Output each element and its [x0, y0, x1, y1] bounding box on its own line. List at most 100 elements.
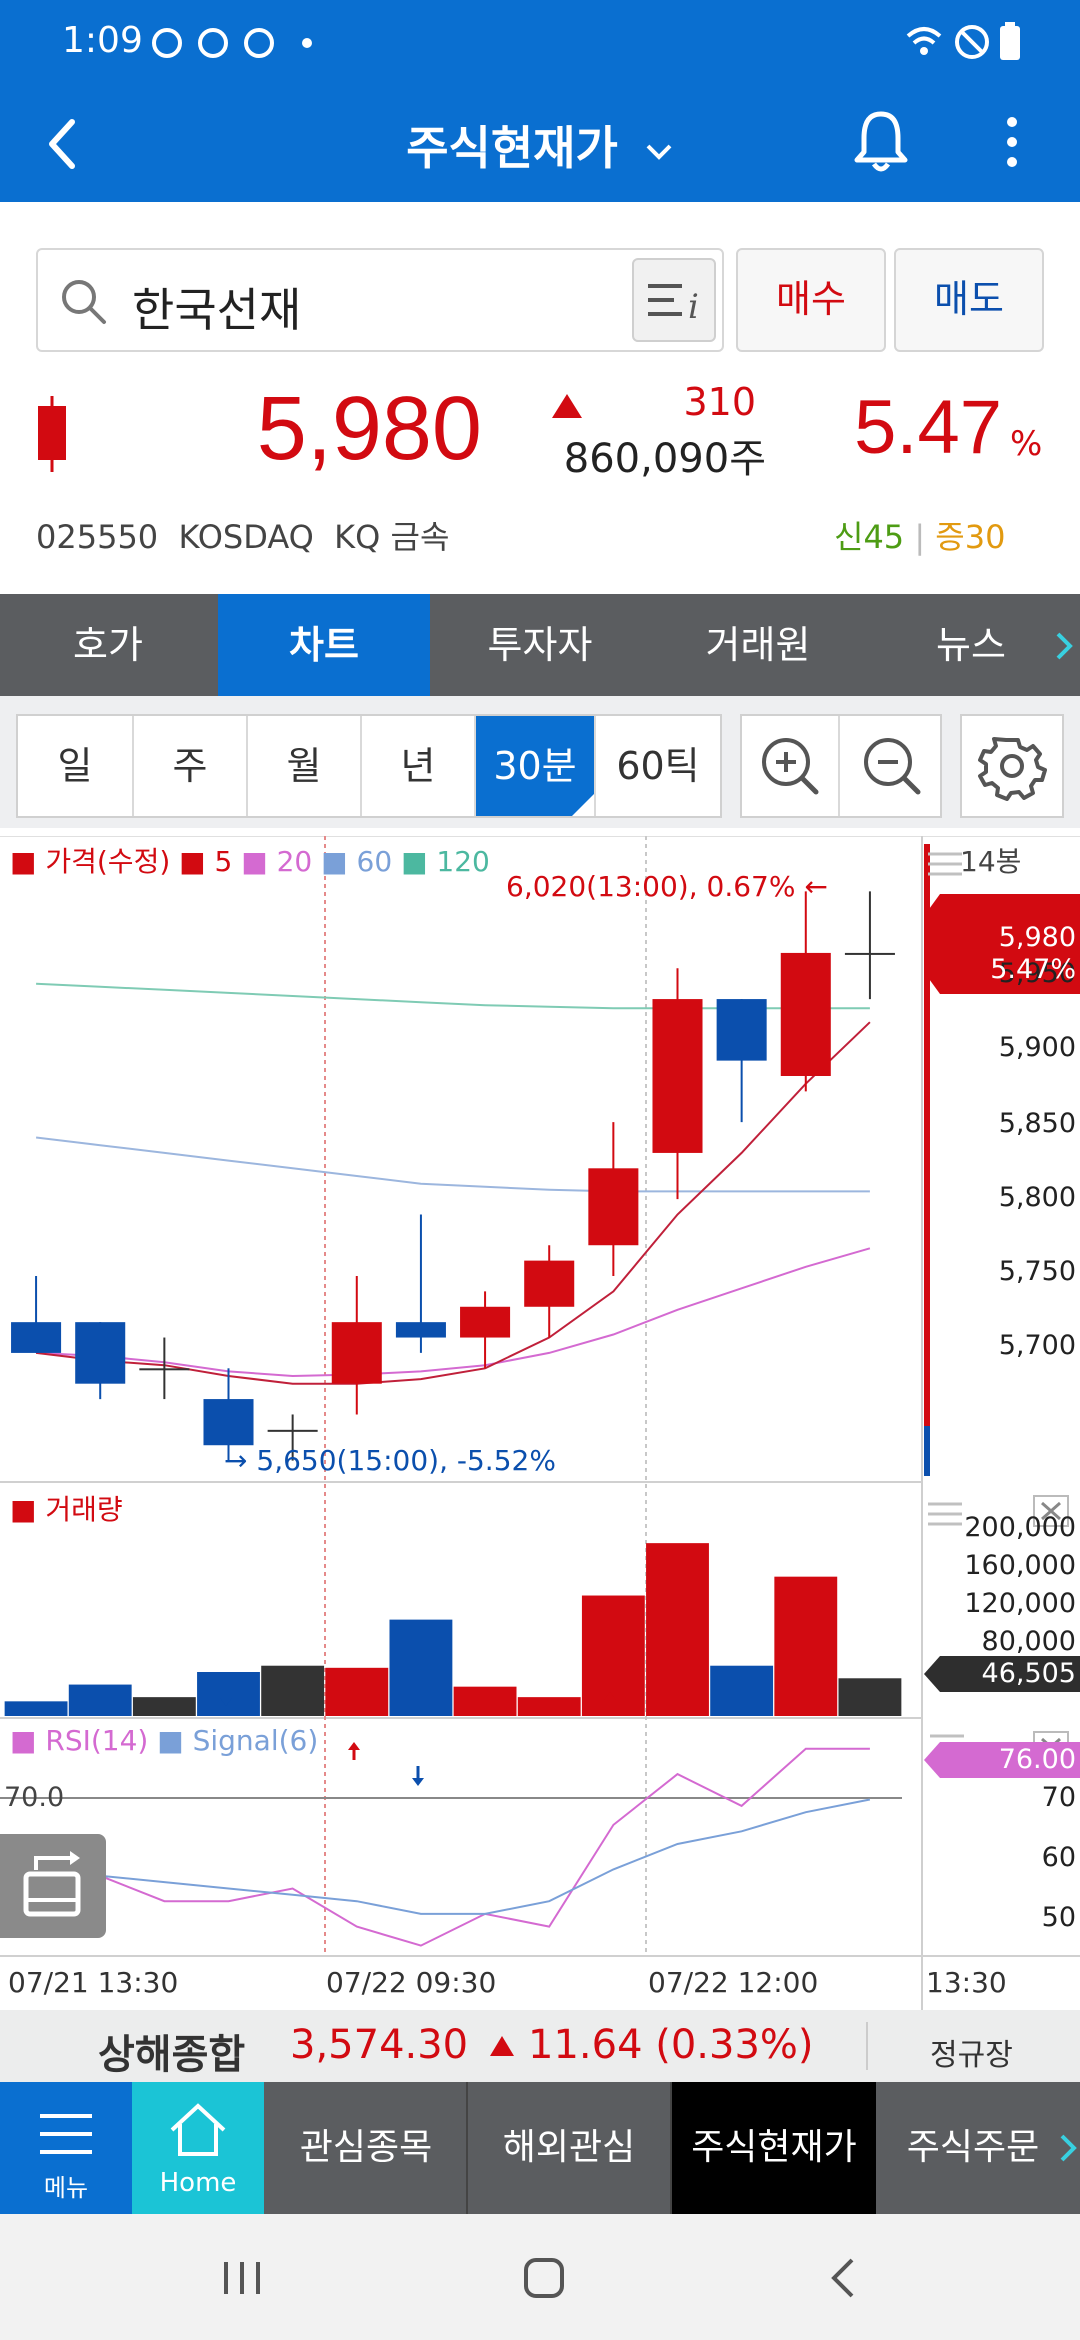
y-tick: 5,850 [998, 1108, 1076, 1139]
candles [11, 891, 895, 1461]
candle-body [331, 1322, 382, 1384]
menu-label: 메뉴 [43, 2174, 89, 2202]
candle-body [395, 1322, 446, 1338]
stock-code: 025550 [36, 518, 159, 556]
menu-button[interactable]: 메뉴 [0, 2082, 132, 2214]
period-day[interactable]: 일 [18, 716, 134, 816]
current-price-pct: 5.47% [990, 954, 1076, 985]
rsi-tick: 60 [1041, 1842, 1076, 1873]
zoom-out-button[interactable] [842, 716, 940, 816]
drag-handle-icon[interactable] [928, 1502, 962, 1526]
rsi-lines [35, 1747, 871, 1947]
stock-info-button[interactable]: i [632, 258, 716, 342]
rotate-screen-button[interactable] [0, 1834, 106, 1938]
nav-stock-order[interactable]: 주식주문 [906, 2127, 1040, 2168]
tab-news[interactable]: 뉴스 [936, 623, 1006, 667]
chart-area[interactable]: ■ 가격(수정) ■ 5 ■ 20 ■ 60 ■ 120 14봉 6,020(1… [0, 836, 1080, 2010]
low-annotation: → 5,650(15:00), -5.52% [224, 1444, 556, 1477]
volume-bar [774, 1576, 838, 1716]
chevron-right-icon[interactable] [1058, 2132, 1078, 2164]
rotate-icon [23, 1851, 81, 1917]
signal-series [36, 1798, 871, 1915]
period-week[interactable]: 주 [134, 716, 248, 816]
volume-legend: ■ 거래량 [10, 1493, 123, 1526]
zoom-out-icon [864, 738, 921, 795]
chrome-icon [152, 28, 182, 58]
close-volume-panel-icon[interactable] [1033, 1495, 1069, 1527]
legend-ma5: 5 [214, 845, 233, 878]
buy-button[interactable]: 매수 [736, 248, 886, 352]
period-30min[interactable]: 30분 [476, 716, 596, 816]
nav-overseas[interactable]: 해외관심 [468, 2082, 672, 2214]
current-price-label: 5,980 5.47% [990, 922, 1076, 986]
legend-ma20: 20 [276, 845, 313, 878]
current-rsi-tag [924, 1742, 1080, 1778]
rsi-tick: 50 [1041, 1902, 1076, 1933]
home-system-icon[interactable] [522, 2256, 566, 2300]
market-session: 정규장 [930, 2038, 1013, 2073]
period-bar: 일 주 월 년 30분 60틱 [0, 696, 1080, 828]
percent-sign: % [1010, 424, 1043, 464]
more-options-icon[interactable] [1000, 112, 1024, 172]
home-button[interactable]: Home [132, 2082, 264, 2214]
candle-body [588, 1168, 639, 1246]
system-nav-bar [0, 2214, 1080, 2340]
zoom-in-button[interactable] [742, 716, 840, 816]
bell-icon[interactable] [852, 108, 910, 174]
chrome-icon [244, 28, 274, 58]
stock-search-input[interactable]: 한국선재 i [36, 248, 724, 352]
rsi-signal-markers [220, 1686, 616, 1786]
stock-meta: 025550 KOSDAQ KQ 금속 [36, 512, 449, 558]
period-60tick[interactable]: 60틱 [596, 716, 720, 816]
candle-body [460, 1306, 511, 1338]
candle-body [844, 952, 895, 955]
tab-broker[interactable]: 거래원 [705, 623, 811, 667]
stock-sector: KQ 금속 [334, 518, 450, 556]
current-price-bar [924, 844, 930, 1436]
volume-bar [68, 1684, 132, 1716]
page-title[interactable]: 주식현재가 [0, 112, 1080, 178]
volume-tick: 120,000 [964, 1588, 1076, 1619]
do-not-disturb-icon [955, 25, 989, 59]
rsi-level-label: 70.0 [4, 1782, 65, 1813]
scroll-indicator [924, 1426, 930, 1476]
volume-bar [838, 1678, 902, 1716]
chart-settings-button[interactable] [960, 714, 1064, 818]
period-month[interactable]: 월 [248, 716, 362, 816]
nav-current-price[interactable]: 주식현재가 [672, 2082, 876, 2214]
recent-apps-icon[interactable] [220, 2258, 264, 2298]
market-index-bar[interactable]: 상해종합 3,574.30 11.64 (0.33%) 정규장 [0, 2010, 1080, 2082]
volume-bar [646, 1543, 709, 1716]
legend-ma120: 120 [436, 845, 490, 878]
price-change: 310 [683, 380, 756, 424]
gear-icon [978, 737, 1047, 801]
volume-label: 거래량 [45, 1493, 123, 1526]
back-system-icon[interactable] [828, 2256, 858, 2300]
home-label: Home [159, 2168, 237, 2198]
volume-bar [581, 1595, 645, 1716]
chevron-right-icon[interactable] [1054, 630, 1076, 662]
tab-investor[interactable]: 투자자 [487, 623, 593, 667]
back-arrow-icon[interactable] [44, 118, 80, 170]
ma5-series [35, 1021, 871, 1385]
y-tick: 5,800 [998, 1182, 1076, 1213]
rsi-series [35, 1747, 870, 1947]
drag-handle-icon[interactable] [928, 852, 962, 876]
candle-icon [38, 396, 66, 472]
candle-body [780, 952, 831, 1076]
period-year[interactable]: 년 [362, 716, 476, 816]
tab-orderbook[interactable]: 호가 [73, 623, 143, 667]
y-tick: 5,700 [998, 1330, 1076, 1361]
search-icon [62, 280, 106, 324]
stock-tags: 신45 | 증30 [834, 512, 1005, 558]
rsi-tick: 70 [1041, 1782, 1076, 1813]
tab-chart[interactable]: 차트 [218, 594, 430, 696]
status-bar: 1:09 [0, 0, 1080, 84]
credit-tag: 신45 [834, 518, 905, 556]
sell-button[interactable]: 매도 [894, 248, 1044, 352]
volume-bars [4, 1543, 902, 1716]
tab-bar: 호가 차트 투자자 거래원 뉴스 [0, 594, 1080, 696]
candle-body [267, 1429, 318, 1432]
candlestick-chart[interactable] [0, 836, 1080, 2010]
nav-watchlist[interactable]: 관심종목 [266, 2082, 468, 2214]
